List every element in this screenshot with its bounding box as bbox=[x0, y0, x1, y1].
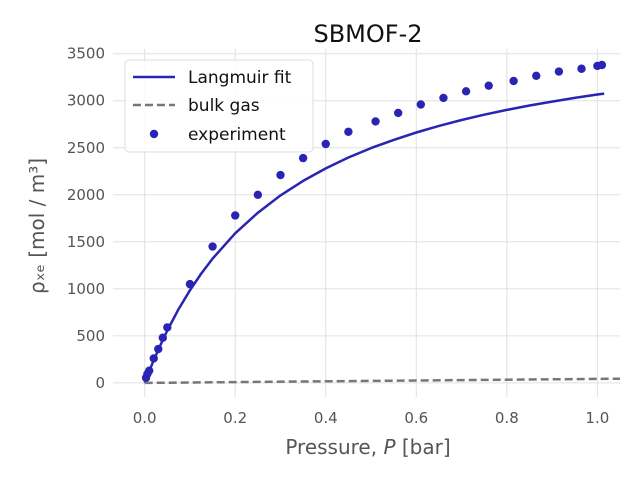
x-axis-title-var: P bbox=[383, 435, 396, 459]
x-axis-title: Pressure, P [bar] bbox=[285, 435, 450, 459]
legend-experiment-label: experiment bbox=[188, 125, 286, 145]
experiment-point bbox=[461, 87, 471, 96]
series-layer bbox=[141, 60, 621, 385]
x-tick-label: 0.6 bbox=[404, 409, 428, 427]
ticks: 0.0 0.2 0.4 0.6 0.8 1.0 0 500 1000 1500 2000 2500 30… bbox=[67, 45, 609, 427]
experiment-point bbox=[253, 190, 263, 199]
y-tick-label: 2000 bbox=[67, 186, 105, 204]
legend-experiment-swatch bbox=[149, 129, 159, 139]
experiment-point bbox=[439, 93, 448, 103]
chart-title: SBMOF-2 bbox=[313, 20, 422, 48]
x-tick-label: 0.2 bbox=[223, 409, 247, 427]
experiment-point bbox=[344, 127, 353, 136]
y-tick-label: 1000 bbox=[67, 280, 105, 298]
x-tick-label: 0.4 bbox=[314, 409, 338, 427]
experiment-point bbox=[577, 64, 586, 73]
experiment-point bbox=[154, 344, 163, 354]
y-tick-label: 3500 bbox=[67, 45, 105, 63]
x-tick-label: 0.8 bbox=[495, 409, 519, 427]
experiment-point bbox=[276, 170, 285, 180]
experiment-point bbox=[597, 60, 607, 70]
y-axis-title: ρₓₑ [mol / m³] bbox=[25, 158, 49, 294]
experiment-point bbox=[298, 153, 308, 163]
y-tick-label: 3000 bbox=[67, 92, 105, 110]
experiment-point bbox=[484, 81, 493, 90]
experiment-point bbox=[231, 211, 240, 220]
experiment-point bbox=[416, 100, 426, 109]
experiment-point bbox=[509, 76, 518, 86]
experiment-point bbox=[149, 354, 158, 363]
y-tick-label: 1500 bbox=[67, 233, 105, 251]
x-axis-title-text: Pressure, bbox=[285, 435, 383, 459]
experiment-point bbox=[185, 279, 195, 289]
experiment-point bbox=[145, 366, 154, 375]
legend: Langmuir fit bulk gas experiment bbox=[124, 59, 314, 153]
legend-langmuir-label: Langmuir fit bbox=[188, 68, 292, 88]
legend-box bbox=[124, 59, 314, 153]
y-tick-label: 2500 bbox=[67, 139, 105, 157]
legend-bulk-label: bulk gas bbox=[188, 96, 260, 116]
experiment-point bbox=[321, 139, 330, 149]
y-tick-label: 0 bbox=[95, 374, 105, 392]
experiment-point bbox=[532, 71, 541, 81]
x-tick-label: 0.0 bbox=[133, 409, 157, 427]
experiment-point bbox=[371, 117, 380, 126]
experiment-point bbox=[554, 67, 564, 76]
experiment-point bbox=[208, 242, 217, 251]
experiment-point bbox=[393, 108, 403, 118]
x-tick-label: 1.0 bbox=[585, 409, 609, 427]
y-tick-label: 500 bbox=[76, 327, 105, 345]
x-axis-title-unit: [bar] bbox=[396, 435, 451, 459]
experiment-point bbox=[163, 323, 172, 332]
experiment-point bbox=[158, 333, 167, 342]
bulk-gas-line bbox=[144, 377, 621, 385]
